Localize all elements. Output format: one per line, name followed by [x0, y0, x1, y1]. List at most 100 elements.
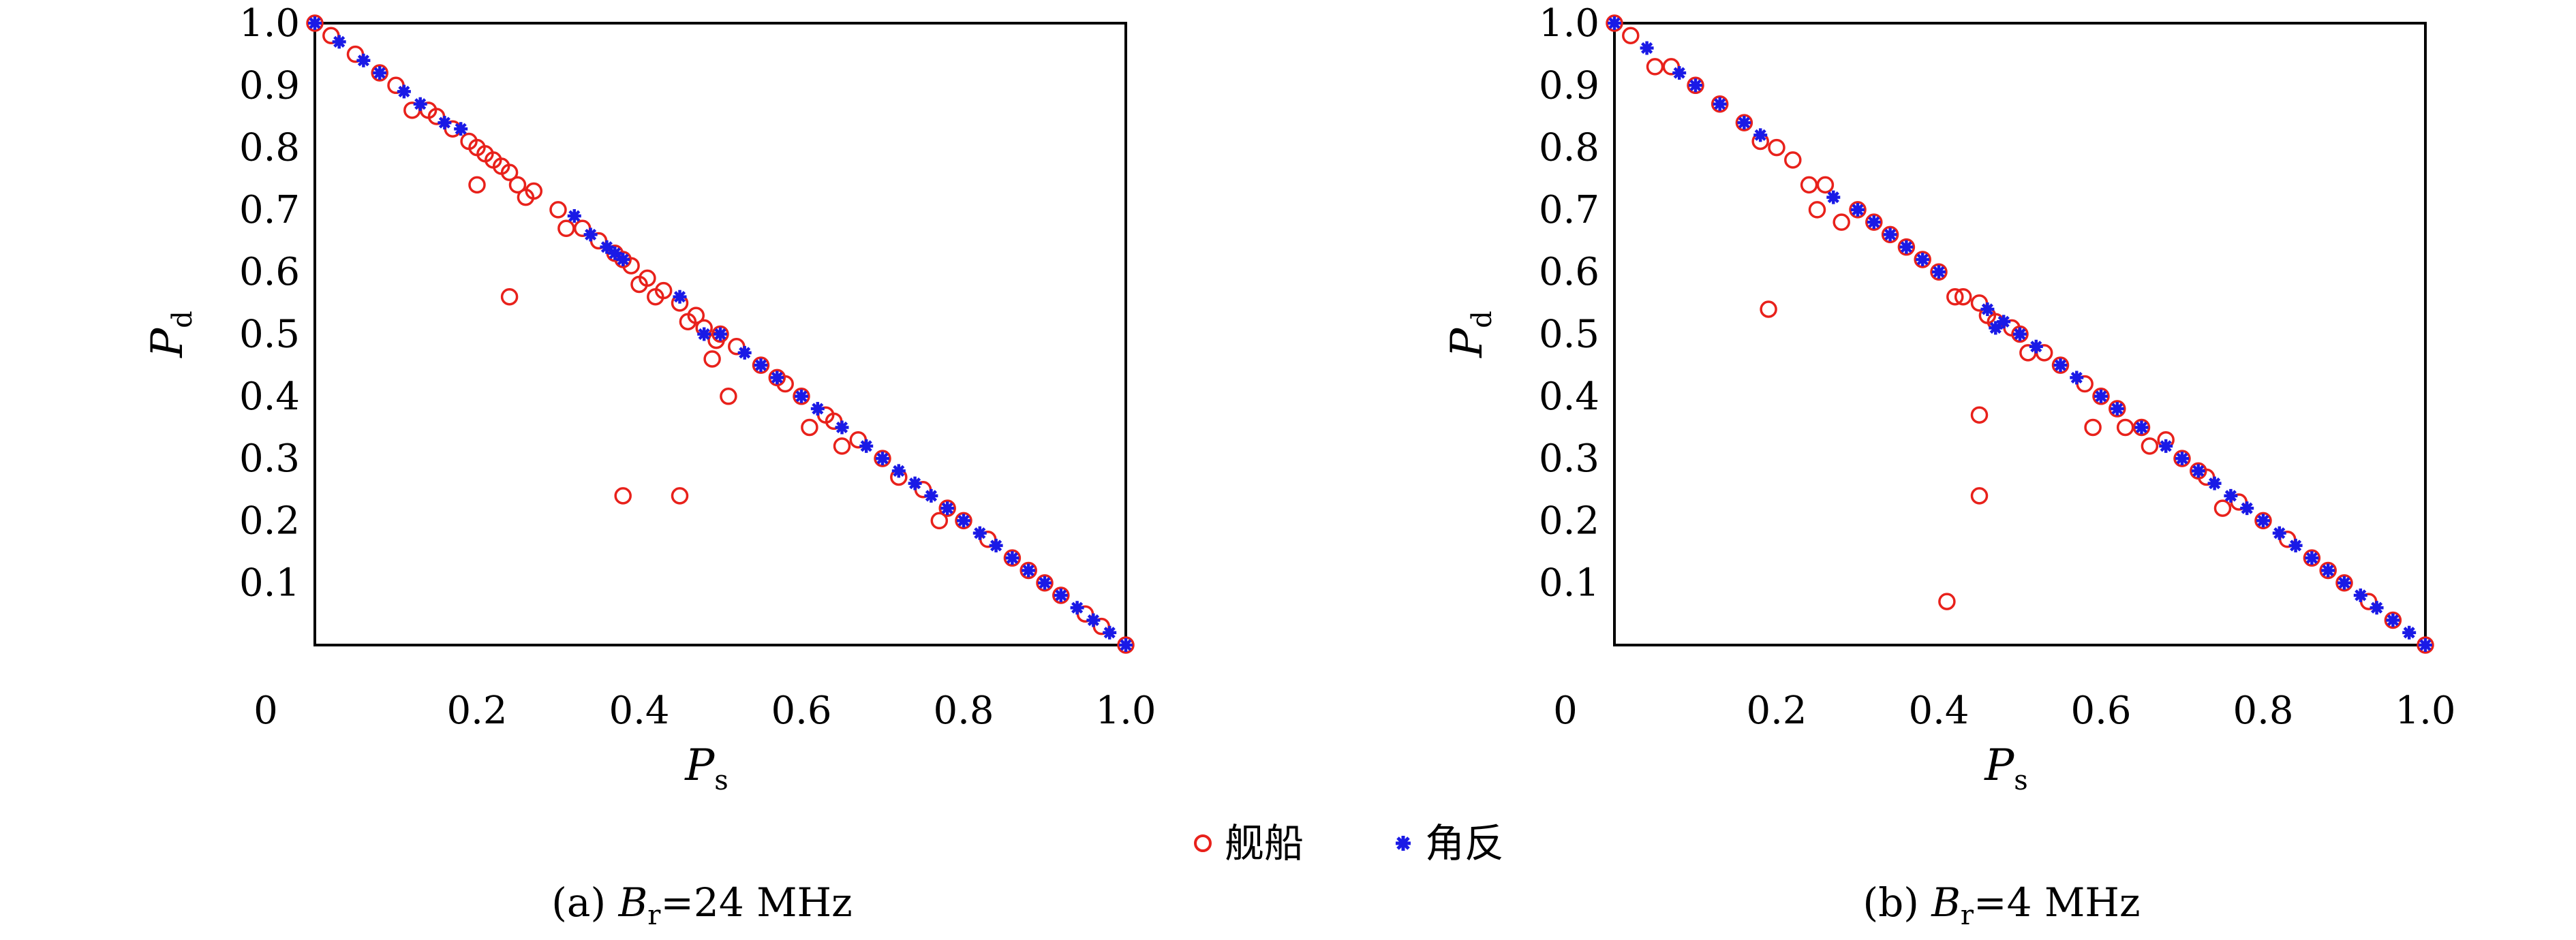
corner-reflector-point	[2013, 328, 2027, 341]
corner-reflector-point	[940, 501, 954, 515]
y-tick-label: 0.1	[239, 561, 300, 606]
x-axis-title-sub: s	[2014, 765, 2028, 796]
ship-point	[1972, 488, 1987, 503]
legend-item-corner-reflector: 角反	[1396, 820, 1504, 866]
corner-reflector-point	[697, 328, 711, 341]
corner-reflector-point	[973, 527, 987, 540]
corner-reflector-point	[1916, 253, 1929, 266]
corner-reflector-point	[795, 390, 808, 403]
legend-marker-star	[1396, 836, 1411, 851]
x-axis-title-var: P	[684, 740, 715, 791]
corner-reflector-point	[1980, 302, 1994, 316]
corner-reflector-point	[2192, 464, 2205, 477]
ship-point	[2118, 420, 2133, 435]
corner-reflector-point	[2208, 477, 2222, 490]
x-tick-label: 0.2	[1746, 689, 1807, 733]
y-tick-label: 0.3	[239, 437, 300, 481]
corner-reflector-point	[568, 209, 581, 223]
corner-reflector-point	[2159, 439, 2173, 453]
x-tick-label: 0.4	[1908, 689, 1969, 733]
corner-reflector-point	[835, 420, 849, 434]
corner-reflector-point	[1737, 116, 1751, 129]
corner-reflector-point	[754, 358, 768, 372]
corner-reflector-point	[1689, 78, 1702, 92]
corner-reflector-point	[811, 402, 825, 416]
ship-point	[1972, 407, 1987, 422]
caption-suffix: =4 MHz	[1974, 879, 2140, 926]
corner-reflector-point	[2402, 626, 2416, 640]
x-tick-label: 0.2	[446, 689, 507, 733]
corner-reflector-point	[1022, 563, 1035, 577]
y-tick-label: 1.0	[1539, 1, 1599, 46]
corner-reflector-point	[908, 477, 922, 490]
chart-caption: (a) Br=24 MHz	[551, 879, 852, 931]
corner-reflector-point	[876, 452, 889, 465]
x-axis-title: Ps	[1984, 740, 2028, 796]
x-tick-label: 0.4	[609, 689, 669, 733]
x-tick-label: 0	[1553, 689, 1578, 733]
x-tick-label: 0.6	[2070, 689, 2131, 733]
corner-reflector-point	[2386, 613, 2399, 627]
x-tick-label: 0.6	[771, 689, 831, 733]
corner-reflector-point	[1640, 42, 1654, 55]
x-axis-title-var: P	[1984, 740, 2014, 791]
y-tick-label: 1.0	[239, 1, 300, 46]
corner-reflector-point	[2370, 601, 2384, 614]
caption-var: B	[618, 879, 648, 926]
corner-reflector-point	[1086, 613, 1100, 627]
corner-reflector-point	[2054, 358, 2068, 372]
ship-point	[721, 389, 736, 404]
corner-reflector-point	[1713, 97, 1727, 111]
ship-point	[2142, 439, 2157, 454]
corner-reflector-point	[2224, 489, 2237, 503]
ship-point	[835, 439, 850, 454]
corner-reflector-point	[738, 346, 752, 360]
x-tick-label: 0.8	[2233, 689, 2293, 733]
y-tick-label: 0.6	[239, 250, 300, 294]
ship-point	[673, 488, 688, 503]
ship-point	[1802, 177, 1817, 192]
x-axis-title-sub: s	[714, 765, 729, 796]
ship-point	[705, 351, 720, 366]
legend-label-ship: 舰船	[1225, 820, 1304, 866]
y-tick-label: 0.1	[1539, 561, 1599, 606]
corner-reflector-point	[2289, 539, 2303, 552]
corner-reflector-point	[1038, 576, 1052, 590]
y-axis-title-sub: d	[1467, 311, 1498, 328]
y-tick-label: 0.6	[1539, 250, 1599, 294]
ship-point	[1834, 215, 1849, 230]
corner-reflector-point	[1103, 626, 1116, 640]
ship-point	[1810, 202, 1825, 217]
corner-reflector-point	[1608, 16, 1621, 30]
corner-reflector-point	[373, 66, 386, 80]
corner-reflector-point	[1119, 638, 1133, 652]
ship-point	[1769, 140, 1784, 155]
corner-reflector-point	[1932, 265, 1946, 279]
legend-marker-circle	[1195, 836, 1210, 851]
corner-reflector-point	[1997, 315, 2010, 328]
x-axis-title: Ps	[684, 740, 729, 796]
corner-reflector-point	[454, 122, 467, 136]
corner-reflector-point	[2029, 340, 2043, 354]
corner-reflector-point	[2337, 576, 2351, 590]
y-tick-label: 0.9	[1539, 63, 1599, 108]
y-tick-label: 0.5	[239, 313, 300, 357]
series-corner-reflector	[1608, 16, 2432, 652]
x-tick-label: 0	[254, 689, 278, 733]
corner-reflector-point	[1867, 215, 1881, 229]
ship-point	[802, 420, 817, 435]
corner-reflector-point	[714, 328, 727, 341]
corner-reflector-point	[2175, 452, 2189, 465]
y-axis-title-sub: d	[167, 311, 198, 328]
corner-reflector-point	[1054, 589, 1068, 602]
ship-point	[559, 221, 574, 236]
y-tick-label: 0.8	[239, 126, 300, 170]
y-axis-title-var: P	[1442, 328, 1492, 358]
corner-reflector-point	[2354, 589, 2367, 602]
corner-reflector-point	[2135, 420, 2149, 434]
y-tick-label: 0.9	[239, 63, 300, 108]
ship-point	[1623, 28, 1638, 43]
x-tick-label: 1.0	[1095, 689, 1156, 733]
corner-reflector-point	[990, 539, 1003, 552]
